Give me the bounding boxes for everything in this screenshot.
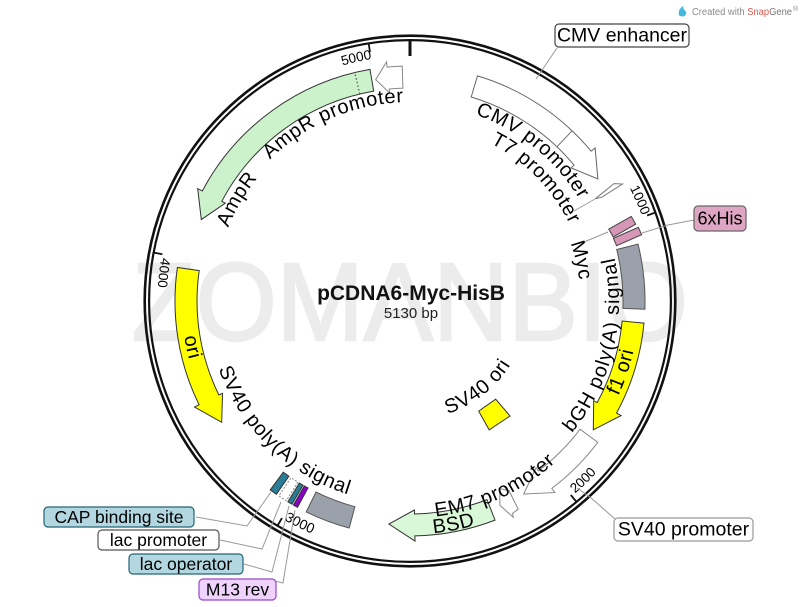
svg-text:ori: ori xyxy=(179,334,205,362)
svg-text:pCDNA6-Myc-HisB: pCDNA6-Myc-HisB xyxy=(317,282,505,305)
svg-text:5130 bp: 5130 bp xyxy=(384,305,438,322)
svg-text:CMV enhancer: CMV enhancer xyxy=(557,25,688,47)
svg-text:M13 rev: M13 rev xyxy=(206,580,269,600)
svg-text:lac operator: lac operator xyxy=(140,554,233,574)
svg-text:®: ® xyxy=(793,5,799,13)
svg-text:SV40 promoter: SV40 promoter xyxy=(618,519,750,541)
svg-text:CAP binding site: CAP binding site xyxy=(54,507,183,527)
svg-text:4000: 4000 xyxy=(155,257,173,288)
svg-text:ZOMANBIO: ZOMANBIO xyxy=(132,241,688,364)
svg-text:6xHis: 6xHis xyxy=(697,209,742,229)
svg-text:5000: 5000 xyxy=(339,47,372,68)
svg-text:Created with SnapGene: Created with SnapGene xyxy=(692,7,792,18)
svg-text:lac promoter: lac promoter xyxy=(110,530,207,550)
